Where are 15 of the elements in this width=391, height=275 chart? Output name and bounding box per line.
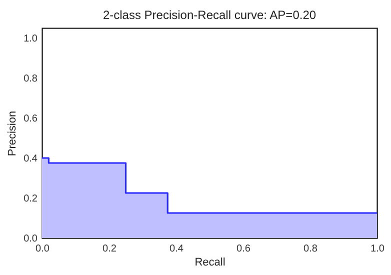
- y-tick-label: 0.8: [24, 74, 38, 84]
- y-tick-label: 0.0: [24, 234, 38, 244]
- y-tick-label: 0.2: [24, 194, 38, 204]
- x-tick-label: 1.0: [370, 244, 385, 254]
- x-tick-label: 0.0: [36, 244, 50, 254]
- x-tick-label: 0.4: [170, 244, 184, 254]
- x-tick-label: 0.2: [102, 244, 117, 254]
- chart-title: 2-class Precision-Recall curve: AP=0.20: [102, 8, 316, 22]
- x-axis-title: Recall: [194, 256, 226, 268]
- y-tick-label: 0.6: [24, 114, 38, 124]
- x-tick-label: 0.6: [236, 244, 251, 254]
- x-tick-label: 0.8: [304, 244, 318, 254]
- y-tick-label: 1.0: [24, 34, 38, 44]
- y-tick-label: 0.4: [24, 154, 38, 164]
- y-axis-title: Precision: [6, 110, 19, 156]
